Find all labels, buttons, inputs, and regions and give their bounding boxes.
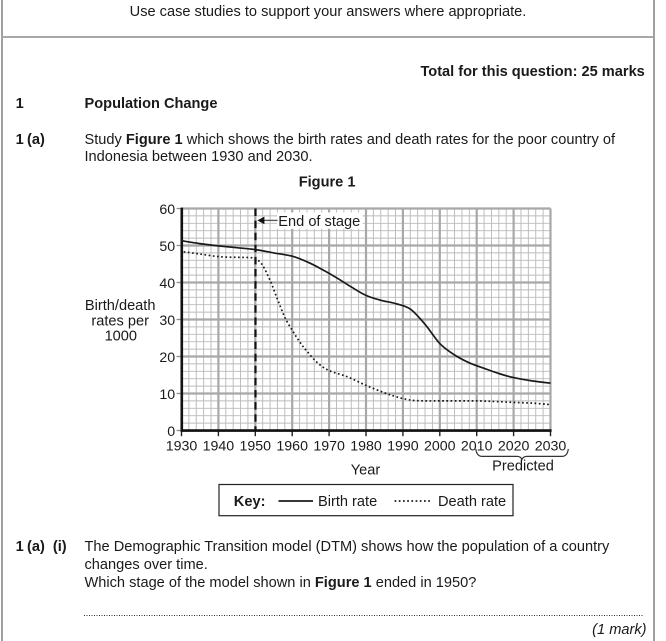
svg-text:Death rate: Death rate [438,494,506,510]
svg-text:Birth/death: Birth/death [85,298,156,314]
svg-text:2000: 2000 [424,439,456,455]
svg-text:End of stage: End of stage [278,214,360,230]
svg-text:50: 50 [159,239,175,255]
svg-text:Key:: Key: [234,494,266,510]
svg-text:1940: 1940 [203,439,235,455]
svg-text:Year: Year [351,462,381,478]
svg-text:1960: 1960 [276,439,308,455]
svg-text:1000: 1000 [105,329,137,345]
svg-text:2010: 2010 [461,439,493,455]
svg-text:0: 0 [167,424,175,440]
svg-text:2020: 2020 [498,439,530,455]
svg-text:Figure 1: Figure 1 [299,174,356,190]
svg-text:30: 30 [159,313,175,329]
svg-text:2030: 2030 [535,439,567,455]
svg-text:1950: 1950 [240,439,272,455]
svg-text:1980: 1980 [350,439,382,455]
svg-text:Predicted: Predicted [492,459,554,475]
svg-text:1990: 1990 [387,439,419,455]
svg-text:40: 40 [159,276,175,292]
svg-text:20: 20 [159,350,175,366]
svg-text:10: 10 [159,387,175,403]
svg-text:60: 60 [159,202,175,218]
svg-text:1970: 1970 [313,439,345,455]
svg-text:1930: 1930 [166,439,198,455]
svg-text:Birth rate: Birth rate [318,494,377,510]
svg-text:rates per: rates per [91,313,149,329]
